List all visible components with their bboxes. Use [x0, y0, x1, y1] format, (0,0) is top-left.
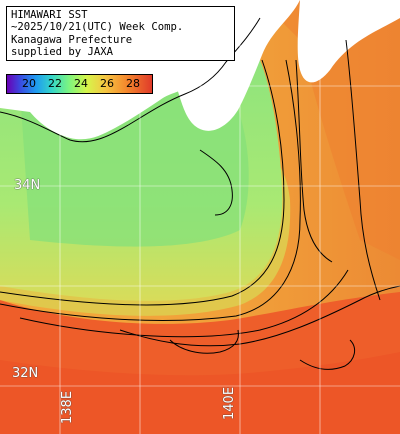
- contour-25c: [0, 59, 301, 321]
- temperature-colorbar: 20 22 24 26 28: [6, 74, 153, 94]
- info-box: HIMAWARI SST ~2025/10/21(UTC) Week Comp.…: [6, 6, 235, 61]
- colorbar-tick-24: 24: [74, 77, 88, 90]
- land-boso: [297, 0, 400, 83]
- header-line-4: supplied by JAXA: [11, 46, 114, 59]
- colorbar-tick-28: 28: [126, 77, 140, 90]
- contour-southeast-patch: [299, 339, 356, 370]
- contour-26c: [19, 269, 349, 338]
- contour-24c: [0, 59, 285, 306]
- colorbar-tick-26: 26: [100, 77, 114, 90]
- header-line-3: Kanagawa Prefecture: [11, 33, 133, 46]
- contour-east-b: [345, 39, 381, 301]
- contour-kuroshio: [119, 285, 400, 347]
- lat-label-34n: 34N: [14, 178, 41, 193]
- contour-inner-patch: [199, 149, 233, 216]
- colorbar-tick-20: 20: [22, 77, 36, 90]
- lat-label-32n: 32N: [12, 366, 39, 381]
- header-line-1: HIMAWARI SST: [11, 9, 88, 21]
- kuroshio-core: [0, 352, 400, 434]
- contour-east-a: [295, 59, 333, 263]
- eastern-warm-band: [260, 0, 400, 260]
- colorbar-tick-22: 22: [48, 77, 62, 90]
- header-line-2: ~2025/10/21(UTC) Week Comp.: [11, 21, 184, 34]
- lon-label-138e: 138E: [60, 390, 75, 424]
- lon-label-140e: 140E: [222, 386, 237, 420]
- contour-south-patch: [169, 329, 239, 354]
